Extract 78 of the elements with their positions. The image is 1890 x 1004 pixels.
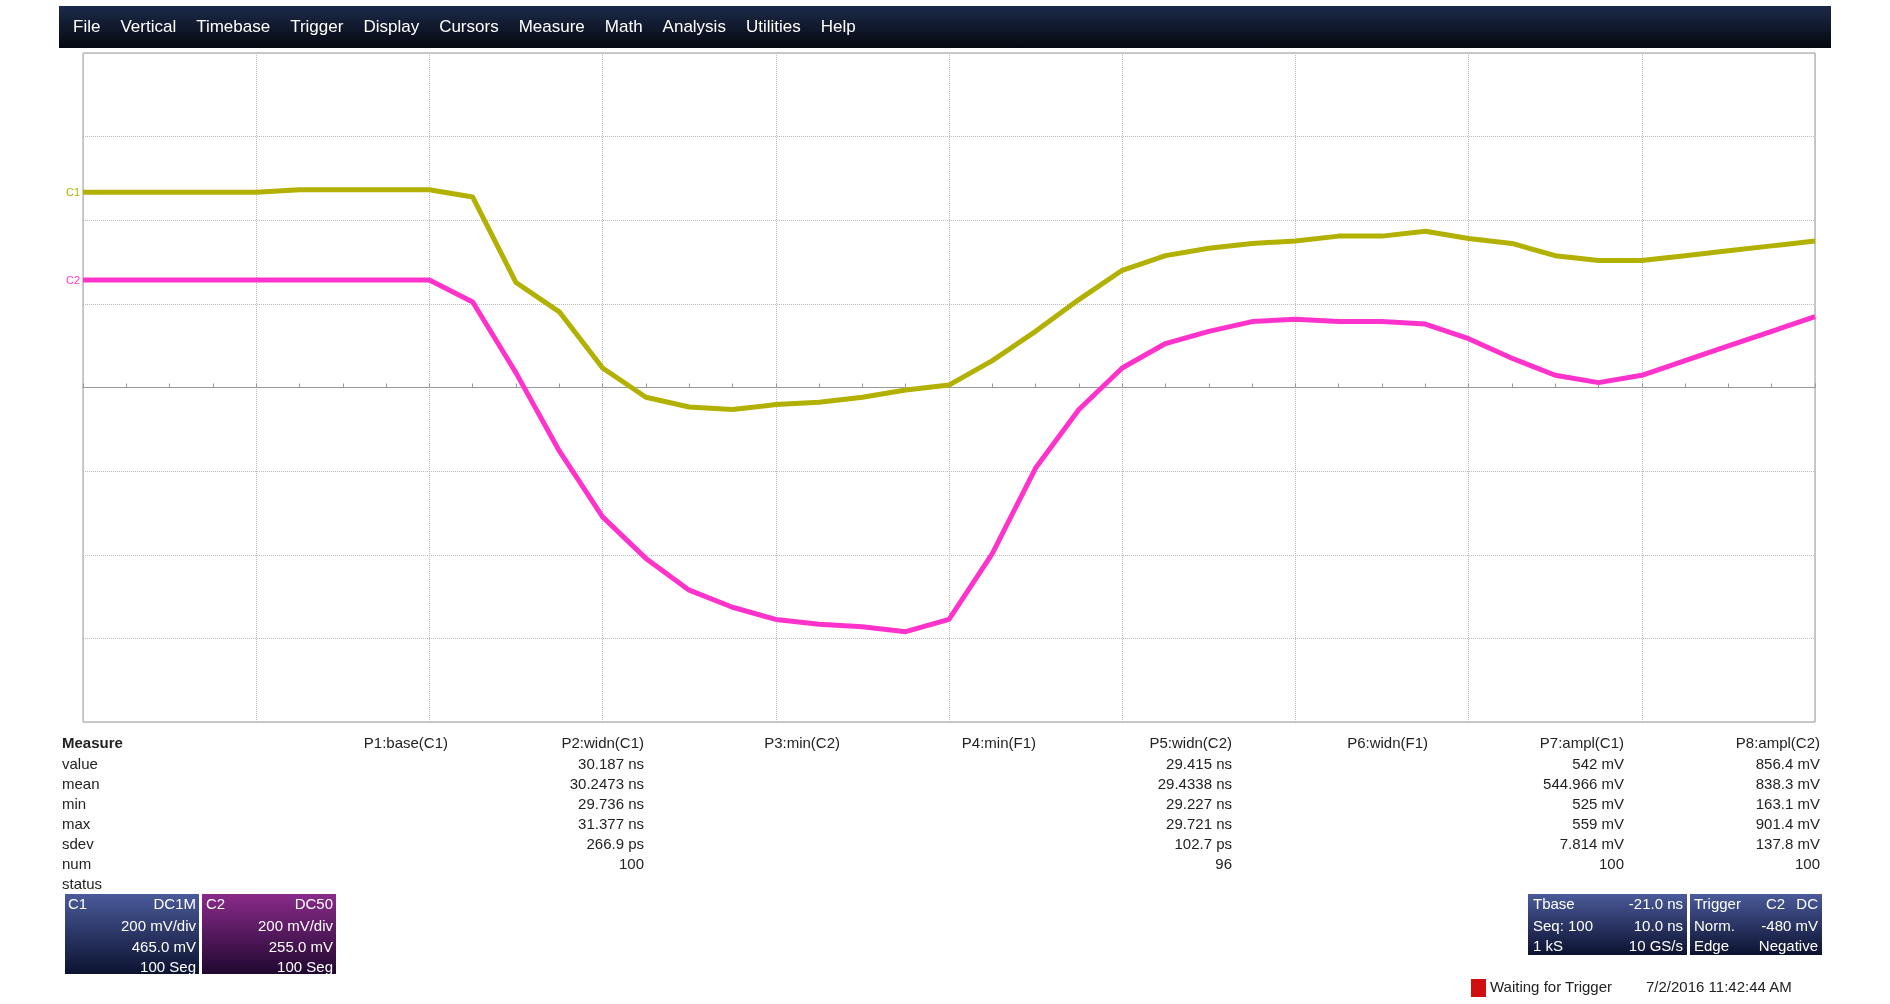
text: 29.415 ns xyxy=(1166,755,1232,772)
text: 856.4 mV xyxy=(1755,755,1820,772)
text: Edge xyxy=(1694,937,1730,954)
text: 29.227 ns xyxy=(1166,795,1232,812)
text: 137.8 mV xyxy=(1755,835,1820,852)
text: 525 mV xyxy=(1572,795,1624,812)
text: 255.0 mV xyxy=(268,938,333,955)
text: 542 mV xyxy=(1572,755,1624,772)
category-label: P4:min(F1) xyxy=(960,734,1036,753)
text: 10.0 ns xyxy=(1633,917,1683,934)
text: 559 mV xyxy=(1572,815,1624,832)
text: 30.2473 ns xyxy=(569,775,644,792)
category-label: P1:base(C1) xyxy=(362,734,448,753)
text: 901.4 mV xyxy=(1755,815,1820,832)
text: C2 xyxy=(206,895,226,912)
text: 7/2/2016 11:42:44 AM xyxy=(1646,978,1792,995)
text: DC xyxy=(1796,895,1818,912)
category-label: max xyxy=(62,815,91,832)
category-label: min xyxy=(62,795,87,812)
text: 838.3 mV xyxy=(1755,775,1820,792)
text: 102.7 ps xyxy=(1174,835,1232,852)
text: 29.736 ns xyxy=(578,795,644,812)
text: 100 Seg xyxy=(140,958,196,975)
text: 465.0 mV xyxy=(131,938,196,955)
text: Norm. xyxy=(1694,917,1735,934)
text: Trigger xyxy=(1694,895,1741,912)
text: 100 Seg xyxy=(277,958,333,975)
series-label: C1 xyxy=(65,186,80,199)
category-label: P6:widn(F1) xyxy=(1346,734,1428,753)
text: 10 GS/s xyxy=(1628,937,1683,954)
text: 96 xyxy=(1215,855,1232,872)
text: 31.377 ns xyxy=(578,815,644,832)
category-label: mean xyxy=(62,775,100,792)
category-label: P7:ampl(C1) xyxy=(1538,734,1624,753)
text: Display xyxy=(363,17,420,37)
text: 100 xyxy=(1598,855,1624,872)
text: 200 mV/div xyxy=(120,917,196,934)
text: Cursors xyxy=(439,17,499,37)
text: Measure xyxy=(62,734,124,753)
text: Utilities xyxy=(745,17,801,37)
text: 29.721 ns xyxy=(1166,815,1232,832)
text: -480 mV xyxy=(1761,917,1818,934)
category-label: P8:ampl(C2) xyxy=(1734,734,1820,753)
text: Measure xyxy=(518,17,585,37)
category-label: P2:widn(C1) xyxy=(560,734,644,753)
text: Negative xyxy=(1758,937,1818,954)
category-label: P5:widn(C2) xyxy=(1148,734,1232,753)
series-label: C2 xyxy=(65,274,80,287)
text: C1 xyxy=(68,895,88,912)
text: Analysis xyxy=(662,17,726,37)
category-label: P3:min(C2) xyxy=(763,734,840,753)
text: 30.187 ns xyxy=(578,755,644,772)
text: 200 mV/div xyxy=(257,917,333,934)
text: 1 kS xyxy=(1533,937,1564,954)
text: 7.814 mV xyxy=(1559,835,1624,852)
text: Math xyxy=(604,17,643,37)
category-label: num xyxy=(62,855,92,872)
text: Vertical xyxy=(120,17,177,37)
text: File xyxy=(73,17,101,37)
text: Waiting for Trigger xyxy=(1490,978,1612,995)
text: Help xyxy=(820,17,856,37)
text: DC1M xyxy=(153,895,196,912)
text: 29.4338 ns xyxy=(1157,775,1232,792)
text: 100 xyxy=(1794,855,1820,872)
category-label: sdev xyxy=(62,835,94,852)
text: -21.0 ns xyxy=(1628,895,1683,912)
text: 266.9 ps xyxy=(586,835,644,852)
text: C2 xyxy=(1766,895,1786,912)
text: 544.966 mV xyxy=(1543,775,1624,792)
text: 163.1 mV xyxy=(1755,795,1820,812)
text: DC50 xyxy=(294,895,333,912)
text: 100 xyxy=(618,855,644,872)
category-label: value xyxy=(62,755,98,772)
text: Timebase xyxy=(196,17,271,37)
category-label: status xyxy=(62,875,103,892)
text: Trigger xyxy=(290,17,344,37)
text: Seq: 100 xyxy=(1533,917,1594,934)
text: Tbase xyxy=(1533,895,1575,912)
